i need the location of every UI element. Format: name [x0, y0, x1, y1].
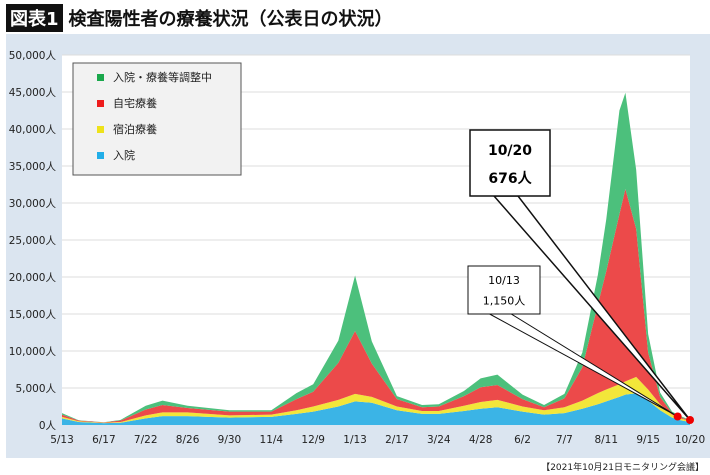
legend-swatch [97, 100, 104, 107]
x-tick-label: 9/30 [218, 434, 242, 446]
y-tick-label: 20,000人 [9, 272, 57, 284]
area-series-0 [62, 393, 690, 425]
callout-value: 1,150人 [483, 294, 526, 307]
area-series-3 [62, 92, 690, 423]
legend-label: 宿泊療養 [113, 122, 157, 136]
callout-box [469, 129, 551, 197]
x-tick-label: 2/17 [385, 434, 409, 446]
figure-badge: 図表1 [6, 4, 63, 32]
x-tick-label: 5/13 [50, 434, 74, 446]
data-point-marker [686, 415, 694, 424]
y-tick-label: 10,000人 [9, 346, 57, 358]
callout-value: 676人 [488, 170, 532, 187]
legend-swatch [97, 74, 104, 81]
callout-date: 10/13 [488, 274, 520, 287]
legend-swatch [97, 152, 104, 159]
x-tick-label: 10/20 [675, 434, 705, 446]
x-tick-label: 8/11 [594, 434, 618, 446]
legend-label: 入院・療養等調整中 [113, 70, 212, 84]
x-tick-label: 1/13 [343, 434, 367, 446]
x-tick-label: 9/15 [636, 434, 660, 446]
y-tick-label: 25,000人 [9, 235, 57, 247]
x-tick-label: 6/17 [92, 434, 116, 446]
area-series-2 [62, 188, 690, 423]
y-tick-label: 15,000人 [9, 309, 57, 321]
x-tick-label: 7/7 [556, 434, 573, 446]
area-series-1 [62, 376, 690, 424]
y-tick-label: 0人 [39, 420, 57, 432]
x-tick-label: 11/4 [260, 434, 284, 446]
y-tick-label: 45,000人 [9, 87, 57, 99]
chart-title: 図表1 検査陽性者の療養状況（公表日の状況） [6, 4, 393, 32]
source-note: 【2021年10月21日モニタリング会議】 [541, 463, 704, 473]
y-tick-label: 30,000人 [9, 198, 57, 210]
x-tick-label: 4/28 [469, 434, 493, 446]
x-tick-label: 7/22 [134, 434, 158, 446]
x-tick-label: 3/24 [427, 434, 451, 446]
y-tick-label: 5,000人 [15, 383, 56, 395]
legend-swatch [97, 126, 104, 133]
x-tick-label: 8/26 [176, 434, 200, 446]
y-tick-label: 35,000人 [9, 161, 57, 173]
legend-label: 自宅療養 [113, 96, 157, 110]
x-tick-label: 12/9 [301, 434, 325, 446]
x-tick-label: 6/2 [514, 434, 531, 446]
callout-date: 10/20 [488, 143, 532, 159]
callout-box [467, 265, 541, 315]
data-point-marker [673, 412, 682, 421]
y-tick-label: 40,000人 [9, 124, 57, 136]
y-tick-label: 50,000人 [9, 50, 57, 62]
title-text: 検査陽性者の療養状況（公表日の状況） [68, 9, 393, 30]
legend-label: 入院 [113, 148, 135, 162]
